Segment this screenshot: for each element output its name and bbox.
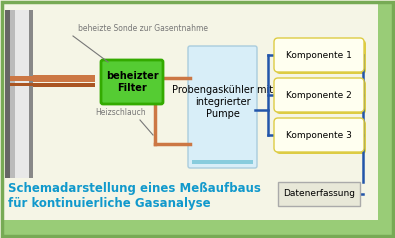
Text: Komponente 2: Komponente 2 [286, 90, 352, 99]
Bar [5, 10, 10, 178]
Bar [192, 160, 253, 164]
Bar [33, 75, 95, 82]
FancyBboxPatch shape [274, 118, 364, 152]
Text: beheizte Sonde zur Gasentnahme: beheizte Sonde zur Gasentnahme [78, 24, 208, 33]
Bar [5, 10, 33, 178]
Text: Heizschlauch: Heizschlauch [95, 108, 146, 117]
Bar [378, 2, 393, 220]
Text: Komponente 1: Komponente 1 [286, 50, 352, 60]
Text: Datenerfassung: Datenerfassung [283, 189, 355, 198]
Text: Schemadarstellung eines Meßaufbaus: Schemadarstellung eines Meßaufbaus [8, 182, 261, 195]
Text: Komponente 3: Komponente 3 [286, 130, 352, 139]
FancyBboxPatch shape [188, 46, 257, 168]
Bar [10, 10, 15, 178]
Text: beheizter
Filter: beheizter Filter [106, 71, 158, 93]
Bar [33, 83, 95, 87]
Bar [10, 76, 33, 81]
FancyBboxPatch shape [276, 120, 366, 154]
FancyBboxPatch shape [274, 78, 364, 112]
FancyBboxPatch shape [274, 38, 364, 72]
FancyBboxPatch shape [276, 40, 366, 74]
Bar [29, 10, 33, 178]
FancyBboxPatch shape [101, 60, 163, 104]
Text: Probengaskühler mit
integrierter
Pumpe: Probengaskühler mit integrierter Pumpe [172, 85, 273, 119]
Bar [10, 10, 29, 178]
Text: für kontinuierliche Gasanalyse: für kontinuierliche Gasanalyse [8, 197, 211, 210]
Bar [10, 83, 33, 86]
Bar [278, 182, 360, 206]
FancyBboxPatch shape [276, 80, 366, 114]
Bar [2, 220, 393, 236]
